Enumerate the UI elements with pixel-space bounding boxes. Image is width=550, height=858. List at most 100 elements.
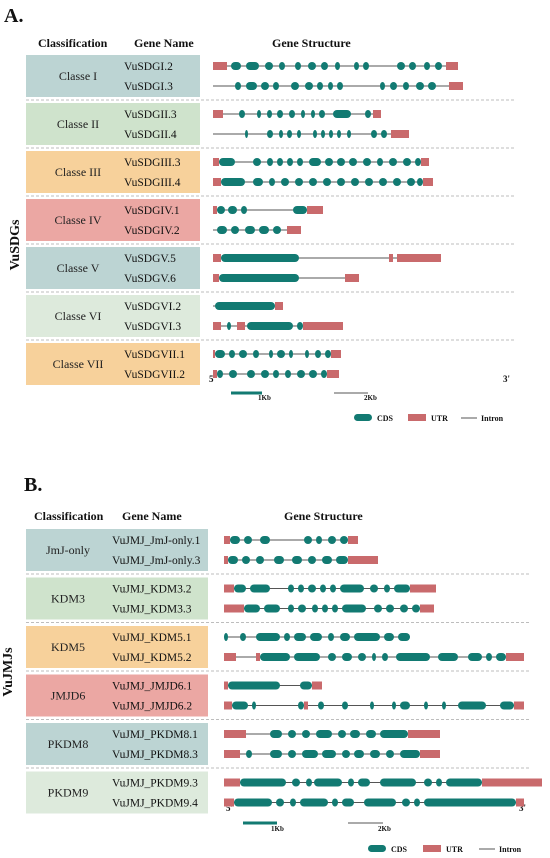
gene-name: VuSDGVI.3: [124, 321, 181, 333]
cds-block: [273, 370, 279, 378]
cds-block: [305, 350, 309, 358]
cds-block: [311, 110, 315, 118]
cds-block: [259, 226, 269, 234]
panel-a-header-classification: Classification: [38, 36, 108, 50]
class-group: KDM3 VuJMJ_KDM3.2 VuJMJ_KDM3.3: [26, 577, 530, 623]
cds-block: [313, 130, 317, 138]
cds-block: [458, 701, 486, 710]
cds-block: [217, 206, 225, 214]
cds-block: [270, 730, 282, 738]
cds-block: [382, 653, 388, 661]
utr-block: [237, 322, 245, 330]
class-box: [26, 723, 208, 765]
cds-block: [260, 653, 290, 661]
utr-block: [506, 653, 524, 661]
class-box: [26, 151, 200, 193]
class-group: JmJ-only VuJMJ_JmJ-only.1 VuJMJ_JmJ-only.3: [26, 529, 530, 575]
cds-block: [289, 110, 295, 118]
cds-block: [256, 633, 280, 641]
cds-block: [245, 130, 248, 138]
cds-block: [400, 604, 408, 613]
cds-block: [295, 178, 303, 186]
utr-block: [213, 274, 219, 282]
cds-block: [365, 110, 371, 118]
cds-block: [281, 178, 289, 186]
cds-block: [337, 178, 345, 186]
class-box: [26, 626, 208, 668]
cds-block: [415, 158, 421, 166]
class-box: [26, 247, 200, 289]
utr-block: [224, 730, 246, 738]
class-group: JMJD6 VuJMJ_JMJD6.1 VuJMJ_JMJD6.2: [26, 674, 530, 720]
panel-b-header-classification: Classification: [34, 509, 104, 523]
cds-block: [332, 798, 338, 807]
cds-block: [370, 750, 380, 758]
cds-block: [314, 778, 342, 787]
utr-block: [449, 82, 463, 90]
class-box: [26, 103, 200, 145]
cds-block: [394, 584, 410, 593]
cds-block: [322, 556, 332, 564]
cds-block: [325, 158, 333, 166]
cds-block: [288, 584, 294, 593]
cds-block: [442, 701, 446, 710]
cds-block: [215, 302, 275, 310]
utr-block: [516, 798, 524, 807]
utr-block: [256, 653, 260, 661]
cds-block: [372, 653, 376, 661]
cds-block: [337, 82, 343, 90]
cds-block: [321, 130, 325, 138]
cds-block: [277, 158, 283, 166]
gene-name: VuJMJ_PKDM9.4: [112, 798, 198, 810]
cds-block: [267, 158, 273, 166]
utr-block: [213, 158, 219, 166]
cds-block: [293, 206, 307, 214]
cds-block: [363, 62, 369, 70]
cds-block: [340, 536, 348, 544]
panel-a-legend-cds: CDS: [377, 414, 394, 423]
cds-block: [486, 653, 492, 661]
panel-a-scale-2kb-label: 2Kb: [364, 394, 377, 402]
cds-block: [247, 370, 255, 378]
cds-block: [306, 778, 312, 787]
cds-block: [446, 778, 482, 787]
cds-block: [371, 130, 377, 138]
class-group: Classe III VuSDGIII.3 VuSDGIII.4: [26, 151, 515, 197]
cds-block: [349, 158, 357, 166]
cds-block: [321, 62, 328, 70]
class-group: Classe II VuSDGII.3 VuSDGII.4: [26, 103, 515, 149]
cds-block: [350, 730, 360, 738]
class-group: Classe VII VuSDGVII.1 VuSDGVII.2: [26, 343, 341, 385]
utr-block: [213, 206, 217, 214]
cds-block: [228, 681, 280, 690]
cds-block: [230, 536, 240, 544]
cds-block: [364, 798, 396, 807]
cds-block: [253, 158, 261, 166]
gene-name: VuSDGVII.1: [124, 349, 185, 361]
gene-name: VuSDGVII.2: [124, 369, 185, 381]
cds-block: [340, 633, 350, 641]
class-label: PKDM9: [48, 786, 89, 800]
cds-block: [398, 633, 410, 641]
utr-block: [287, 226, 301, 234]
panel-a-three-prime: 3': [503, 374, 510, 384]
cds-block: [270, 750, 282, 758]
cds-block: [298, 584, 304, 593]
panel-b-side-label: VuJMJs: [1, 647, 16, 697]
cds-block: [244, 604, 260, 613]
cds-block: [393, 178, 401, 186]
cds-block: [496, 653, 506, 661]
cds-block: [221, 178, 245, 186]
panel-a-side-label: VuSDGs: [8, 219, 23, 270]
cds-block: [332, 604, 338, 613]
cds-block: [305, 82, 313, 90]
utr-block: [373, 110, 381, 118]
utr-block: [213, 254, 221, 262]
gene-name: VuJMJ_JMJD6.1: [112, 681, 192, 693]
utr-block: [224, 681, 228, 690]
class-group: KDM5 VuJMJ_KDM5.1 VuJMJ_KDM5.2: [26, 626, 530, 672]
cds-block: [285, 370, 291, 378]
utr-block: [420, 750, 440, 758]
class-box: [26, 343, 200, 385]
cds-block: [414, 798, 420, 807]
